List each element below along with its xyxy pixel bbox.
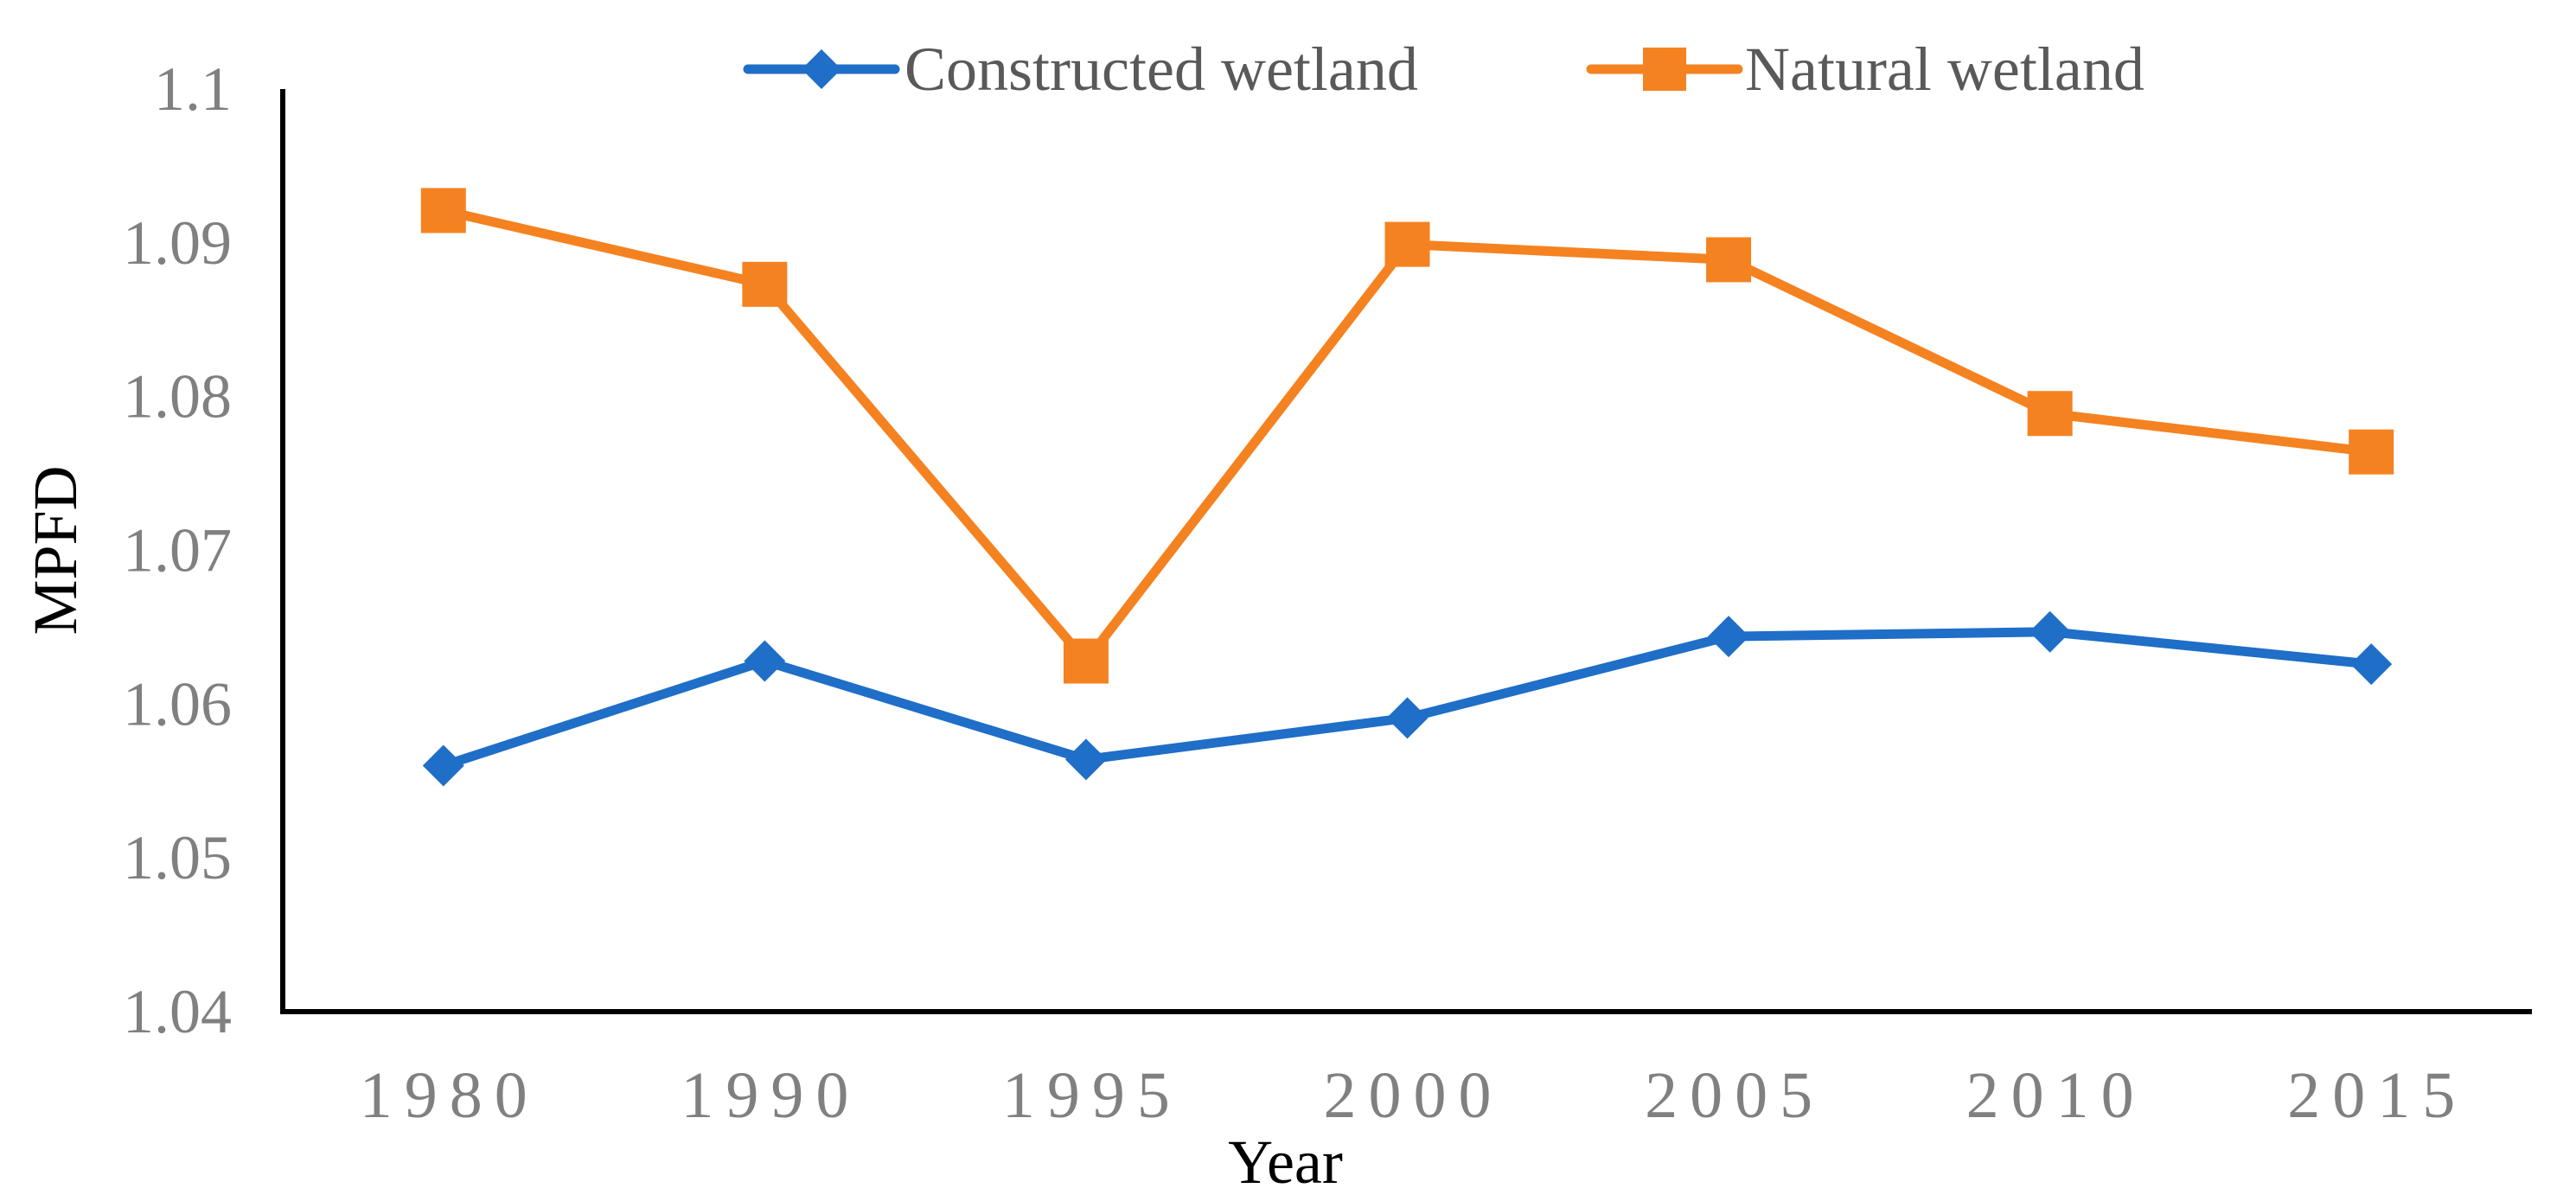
legend-label-natural-wetland: Natural wetland — [1745, 35, 2145, 104]
legend-item-natural-wetland: Natural wetland — [1586, 35, 2145, 104]
x-tick-label: 2005 — [1645, 1059, 1825, 1132]
legend-item-constructed-wetland: Constructed wetland — [743, 35, 1418, 104]
data-point-natural-wetland — [2349, 429, 2394, 475]
chart-legend: Constructed wetland Natural wetland — [743, 35, 2145, 104]
y-axis-tick-labels: 1.04 1.05 1.06 1.07 1.08 1.09 1.1 — [123, 54, 232, 1046]
x-tick-label: 1990 — [681, 1059, 860, 1132]
y-tick-label: 1.09 — [123, 208, 232, 278]
data-point-natural-wetland — [1063, 638, 1109, 684]
x-axis-title: Year — [1228, 1128, 1343, 1197]
x-tick-label: 2015 — [2287, 1059, 2467, 1132]
data-point-natural-wetland — [420, 188, 466, 233]
y-tick-label: 1.05 — [123, 823, 232, 892]
data-point-constructed-wetland — [1708, 616, 1750, 658]
legend-label-constructed-wetland: Constructed wetland — [904, 35, 1418, 104]
data-point-constructed-wetland — [422, 744, 464, 787]
data-point-constructed-wetland — [2029, 610, 2071, 653]
data-point-natural-wetland — [1384, 221, 1430, 267]
y-tick-label: 1.08 — [123, 362, 232, 431]
x-tick-label: 2000 — [1324, 1059, 1504, 1132]
data-point-natural-wetland — [742, 261, 788, 307]
x-tick-label: 1980 — [360, 1059, 540, 1132]
data-point-natural-wetland — [2027, 391, 2073, 437]
series-layer — [420, 188, 2394, 787]
data-point-constructed-wetland — [744, 640, 786, 682]
legend-marker-natural-wetland — [1643, 48, 1686, 91]
data-point-constructed-wetland — [1064, 738, 1107, 781]
series-natural-wetland — [420, 188, 2394, 684]
x-tick-label: 2010 — [1966, 1059, 2146, 1132]
series-constructed-wetland — [422, 610, 2393, 787]
y-tick-label: 1.1 — [154, 54, 232, 124]
data-point-constructed-wetland — [1386, 697, 1429, 739]
y-tick-label: 1.06 — [123, 669, 232, 738]
y-tick-label: 1.07 — [123, 516, 232, 585]
data-point-constructed-wetland — [2350, 643, 2393, 686]
legend-marker-constructed-wetland — [802, 49, 841, 89]
x-tick-label: 1995 — [1002, 1059, 1182, 1132]
series-line-natural-wetland — [438, 205, 2376, 667]
data-point-natural-wetland — [1706, 237, 1752, 283]
x-axis-tick-labels: 1980 1990 1995 2000 2005 2010 2015 — [360, 1059, 2467, 1132]
y-tick-label: 1.04 — [123, 977, 232, 1046]
y-axis-title: MPFD — [21, 465, 90, 635]
